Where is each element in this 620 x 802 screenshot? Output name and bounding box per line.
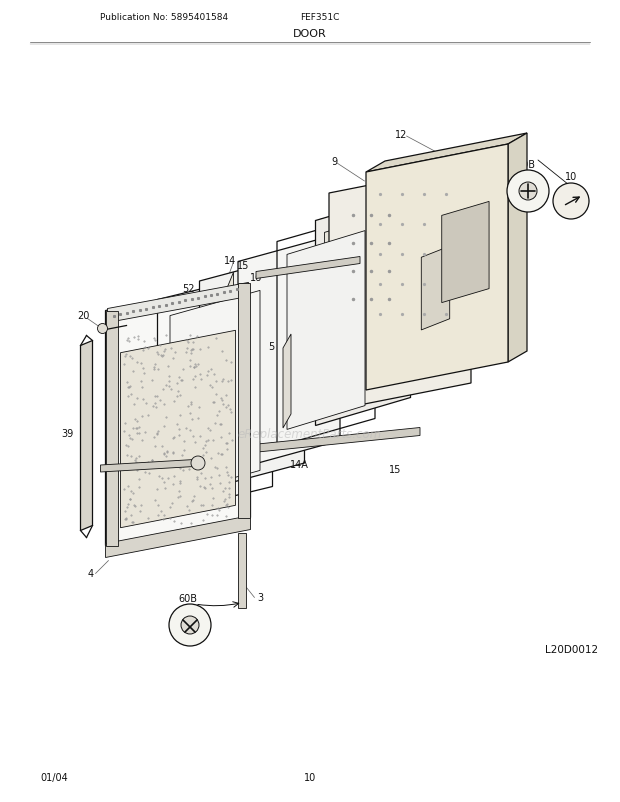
Text: 3: 3 [257,593,264,603]
Polygon shape [226,273,234,482]
Text: 52: 52 [182,284,194,294]
Text: 12: 12 [396,130,408,140]
Polygon shape [239,533,247,608]
Polygon shape [329,166,471,411]
Polygon shape [283,334,291,428]
Text: 4: 4 [87,569,94,579]
Polygon shape [441,202,489,303]
Circle shape [169,604,211,646]
Polygon shape [243,428,420,454]
Text: 6: 6 [318,218,324,229]
Text: 10: 10 [565,172,577,182]
Circle shape [97,324,107,334]
Circle shape [507,171,549,213]
Polygon shape [508,134,527,363]
Circle shape [191,456,205,471]
Polygon shape [81,341,92,531]
Text: 60B: 60B [179,593,198,603]
Polygon shape [105,516,250,558]
Polygon shape [100,460,203,472]
Text: L20D0012: L20D0012 [545,644,598,654]
Polygon shape [324,209,402,410]
Text: 20: 20 [78,311,90,321]
Text: Publication No: 5895401584: Publication No: 5895401584 [100,14,228,22]
Text: 16: 16 [250,273,262,283]
Polygon shape [366,134,527,172]
Polygon shape [422,247,450,330]
Polygon shape [120,331,236,528]
Polygon shape [287,231,365,430]
Text: 01/04: 01/04 [40,772,68,782]
Text: 8: 8 [365,213,371,222]
Text: 14A: 14A [290,460,308,470]
Circle shape [519,183,537,200]
Text: 10B: 10B [516,160,536,170]
Text: 10: 10 [304,772,316,782]
Circle shape [181,616,199,634]
Polygon shape [200,253,304,492]
Text: eReplacementParts.com: eReplacementParts.com [238,428,382,441]
Polygon shape [366,145,508,391]
Circle shape [553,184,589,220]
Text: 15: 15 [237,261,249,271]
Polygon shape [256,257,360,279]
Text: 39: 39 [61,428,74,439]
Text: FEF351C: FEF351C [300,14,340,22]
Polygon shape [105,311,118,546]
Text: 15: 15 [389,465,401,475]
Text: 7: 7 [333,203,339,213]
Polygon shape [316,193,410,426]
Text: 20: 20 [207,460,219,469]
Polygon shape [238,234,340,469]
Polygon shape [239,283,250,518]
Text: 5: 5 [268,342,274,351]
Polygon shape [105,283,250,546]
Polygon shape [107,283,249,323]
Text: DOOR: DOOR [293,29,327,39]
Text: 14: 14 [224,256,236,266]
Text: 9: 9 [331,157,337,167]
Polygon shape [170,291,260,496]
